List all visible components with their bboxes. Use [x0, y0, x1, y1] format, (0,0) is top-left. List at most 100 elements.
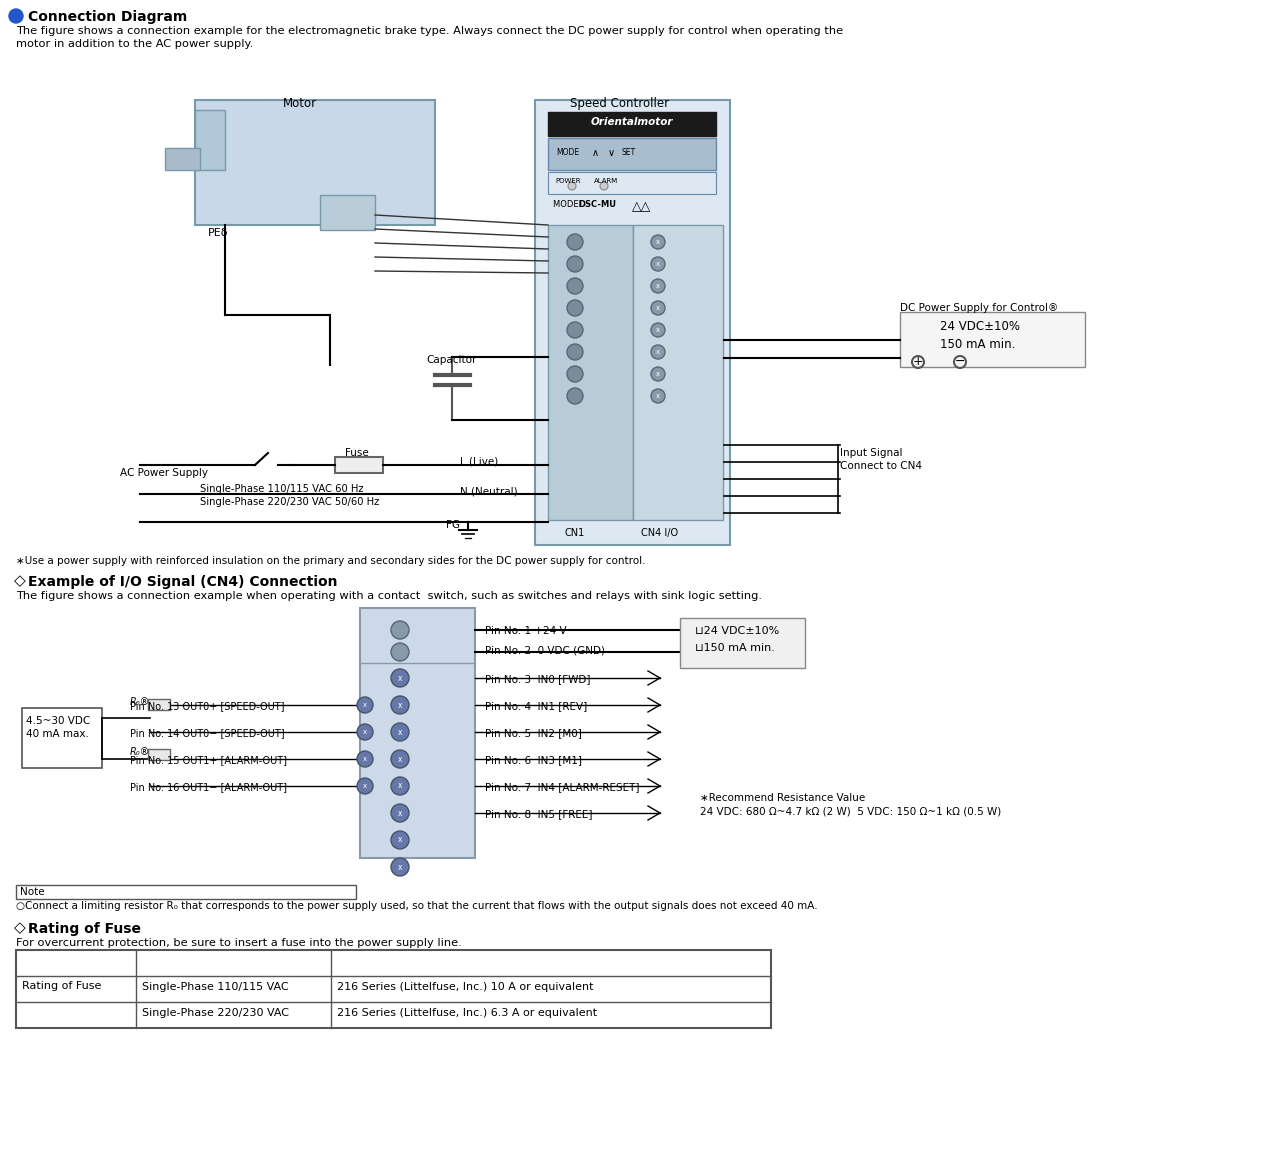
- Text: Single-Phase 110/115 VAC 60 Hz
Single-Phase 220/230 VAC 50/60 Hz: Single-Phase 110/115 VAC 60 Hz Single-Ph…: [200, 484, 379, 507]
- Text: POWER: POWER: [556, 178, 581, 184]
- Text: L (Live): L (Live): [460, 456, 498, 466]
- Circle shape: [567, 344, 582, 361]
- Bar: [548, 224, 634, 520]
- Text: Pin No. 14 OUT0− [SPEED-OUT]: Pin No. 14 OUT0− [SPEED-OUT]: [131, 728, 284, 739]
- Text: 216 Series (Littelfuse, Inc.) 10 A or equivalent: 216 Series (Littelfuse, Inc.) 10 A or eq…: [337, 982, 594, 992]
- Text: Pin No. 1 +24 V: Pin No. 1 +24 V: [485, 626, 567, 636]
- Text: Pin No. 3  IN0 [FWD]: Pin No. 3 IN0 [FWD]: [485, 675, 590, 684]
- Text: Pin No. 4  IN1 [REV]: Pin No. 4 IN1 [REV]: [485, 701, 588, 711]
- Circle shape: [652, 323, 666, 337]
- Text: x: x: [364, 756, 367, 762]
- Text: x: x: [655, 349, 660, 355]
- Text: Example of I/O Signal (CN4) Connection: Example of I/O Signal (CN4) Connection: [28, 575, 338, 588]
- Text: Pin No. 15 OUT1+ [ALARM-OUT]: Pin No. 15 OUT1+ [ALARM-OUT]: [131, 755, 287, 765]
- Text: ∗Use a power supply with reinforced insulation on the primary and secondary side: ∗Use a power supply with reinforced insu…: [15, 556, 645, 566]
- Text: MODEL: MODEL: [553, 200, 586, 209]
- Text: x: x: [398, 863, 402, 871]
- Text: CN1: CN1: [564, 528, 585, 538]
- Text: Pin No. 16 OUT1− [ALARM-OUT]: Pin No. 16 OUT1− [ALARM-OUT]: [131, 782, 287, 792]
- Text: Single-Phase 110/115 VAC: Single-Phase 110/115 VAC: [142, 982, 288, 992]
- Text: x: x: [655, 240, 660, 245]
- Text: FG: FG: [445, 520, 460, 530]
- Text: ALARM: ALARM: [594, 178, 618, 184]
- Bar: [320, 195, 375, 230]
- Bar: [165, 148, 200, 170]
- Circle shape: [390, 858, 410, 876]
- Text: x: x: [398, 835, 402, 844]
- Text: Orientalmotor: Orientalmotor: [591, 117, 673, 127]
- Text: Rating of Fuse: Rating of Fuse: [28, 922, 141, 936]
- Circle shape: [652, 368, 666, 381]
- Text: For overcurrent protection, be sure to insert a fuse into the power supply line.: For overcurrent protection, be sure to i…: [15, 939, 462, 948]
- Text: Connection Diagram: Connection Diagram: [28, 10, 187, 24]
- Bar: [22, 708, 102, 768]
- Text: x: x: [655, 283, 660, 288]
- Text: x: x: [655, 327, 660, 333]
- Text: Pin No. 13 OUT0+ [SPEED-OUT]: Pin No. 13 OUT0+ [SPEED-OUT]: [131, 701, 284, 711]
- Text: Pin No. 2  0 VDC (GND): Pin No. 2 0 VDC (GND): [485, 645, 605, 655]
- Text: x: x: [655, 393, 660, 399]
- Text: ◇: ◇: [14, 573, 26, 588]
- Text: PEδ: PEδ: [207, 228, 229, 238]
- Circle shape: [652, 235, 666, 249]
- Circle shape: [652, 388, 666, 404]
- Circle shape: [390, 695, 410, 714]
- Circle shape: [567, 322, 582, 338]
- Text: ◇: ◇: [14, 920, 26, 935]
- Circle shape: [600, 181, 608, 190]
- Text: x: x: [398, 700, 402, 709]
- Circle shape: [390, 804, 410, 822]
- Text: ∧: ∧: [591, 148, 599, 158]
- Text: ∨: ∨: [608, 148, 616, 158]
- Text: Capacitor: Capacitor: [426, 355, 477, 365]
- Text: Input Signal
Connect to CN4: Input Signal Connect to CN4: [840, 448, 922, 471]
- Text: x: x: [655, 261, 660, 267]
- Text: AC Power Supply: AC Power Supply: [120, 468, 207, 478]
- Text: x: x: [364, 783, 367, 789]
- Text: DC Power Supply for Control®: DC Power Supply for Control®: [900, 304, 1059, 313]
- Circle shape: [652, 279, 666, 293]
- Bar: [548, 172, 716, 194]
- Circle shape: [567, 366, 582, 381]
- Circle shape: [390, 832, 410, 849]
- Bar: [148, 699, 170, 709]
- Text: x: x: [364, 729, 367, 735]
- Circle shape: [390, 750, 410, 768]
- Circle shape: [390, 669, 410, 687]
- Text: Rating of Fuse: Rating of Fuse: [22, 982, 101, 991]
- Text: x: x: [655, 305, 660, 311]
- Text: Single-Phase 220/230 VAC: Single-Phase 220/230 VAC: [142, 1008, 289, 1018]
- Circle shape: [357, 778, 372, 794]
- Text: Speed Controller: Speed Controller: [571, 97, 669, 110]
- Bar: [335, 457, 383, 473]
- Text: x: x: [398, 673, 402, 683]
- Circle shape: [357, 725, 372, 740]
- Bar: [360, 608, 475, 858]
- Bar: [15, 950, 771, 1028]
- Text: 4.5~30 VDC
40 mA max.: 4.5~30 VDC 40 mA max.: [26, 716, 91, 740]
- Bar: [680, 618, 805, 668]
- Circle shape: [9, 9, 23, 23]
- Text: Fuse: Fuse: [346, 448, 369, 458]
- Circle shape: [357, 751, 372, 768]
- Circle shape: [652, 301, 666, 315]
- Text: x: x: [655, 371, 660, 377]
- Text: ∗Recommend Resistance Value
24 VDC: 680 Ω~4.7 kΩ (2 W)  5 VDC: 150 Ω~1 kΩ (0.5 W: ∗Recommend Resistance Value 24 VDC: 680 …: [700, 793, 1001, 816]
- Text: Motor: Motor: [283, 97, 317, 110]
- Text: ⊔24 VDC±10%: ⊔24 VDC±10%: [695, 626, 780, 636]
- Bar: [15, 885, 356, 899]
- Text: Pin No. 6  IN3 [M1]: Pin No. 6 IN3 [M1]: [485, 755, 582, 765]
- Text: R₀®: R₀®: [131, 747, 150, 757]
- Text: Note: Note: [20, 887, 45, 897]
- Text: Pin No. 5  IN2 [M0]: Pin No. 5 IN2 [M0]: [485, 728, 582, 739]
- Text: x: x: [398, 728, 402, 736]
- Text: ○Connect a limiting resistor R₀ that corresponds to the power supply used, so th: ○Connect a limiting resistor R₀ that cor…: [15, 901, 818, 911]
- Circle shape: [652, 257, 666, 271]
- Text: ⊔150 mA min.: ⊔150 mA min.: [695, 643, 774, 652]
- Bar: [900, 312, 1085, 368]
- Text: 150 mA min.: 150 mA min.: [940, 338, 1015, 351]
- Bar: [195, 110, 225, 170]
- Text: The figure shows a connection example when operating with a contact  switch, suc: The figure shows a connection example wh…: [15, 591, 762, 601]
- Text: 216 Series (Littelfuse, Inc.) 6.3 A or equivalent: 216 Series (Littelfuse, Inc.) 6.3 A or e…: [337, 1008, 598, 1018]
- Text: x: x: [364, 702, 367, 708]
